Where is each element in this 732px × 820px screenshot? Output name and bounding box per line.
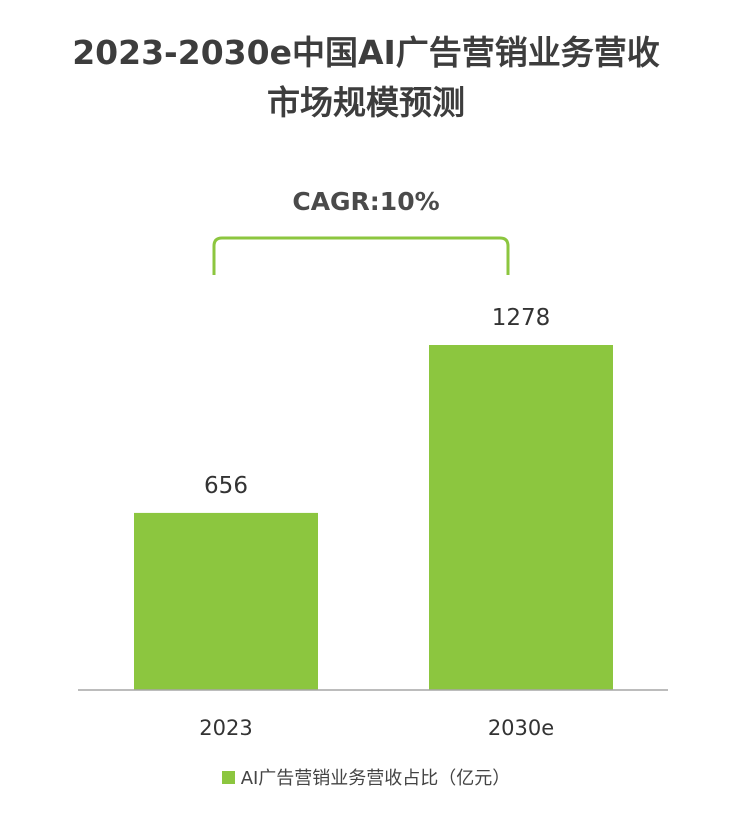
x-tick-label-2030e: 2030e bbox=[488, 716, 554, 740]
x-tick-label-2023: 2023 bbox=[199, 716, 252, 740]
chart-title: 2023-2030e中国AI广告营销业务营收 市场规模预测 bbox=[0, 28, 732, 128]
chart-title-line1: 2023-2030e中国AI广告营销业务营收 bbox=[72, 33, 660, 72]
bars-group: 656 2023 1278 2030e bbox=[134, 305, 613, 740]
bar-2023 bbox=[134, 512, 318, 690]
data-label-2030e: 1278 bbox=[492, 305, 551, 331]
chart-title-line2: 市场规模预测 bbox=[267, 83, 465, 122]
bar-chart: CAGR:10% 656 2023 1278 2030e bbox=[78, 187, 668, 740]
legend-swatch bbox=[221, 770, 235, 784]
legend-label: AI广告营销业务营收占比（亿元） bbox=[240, 768, 511, 789]
bar-2030e bbox=[429, 345, 613, 690]
cagr-bracket bbox=[212, 236, 510, 275]
legend: AI广告营销业务营收占比（亿元） bbox=[0, 764, 732, 790]
data-label-2023: 656 bbox=[204, 473, 248, 499]
cagr-annotation: CAGR:10% bbox=[292, 187, 439, 216]
